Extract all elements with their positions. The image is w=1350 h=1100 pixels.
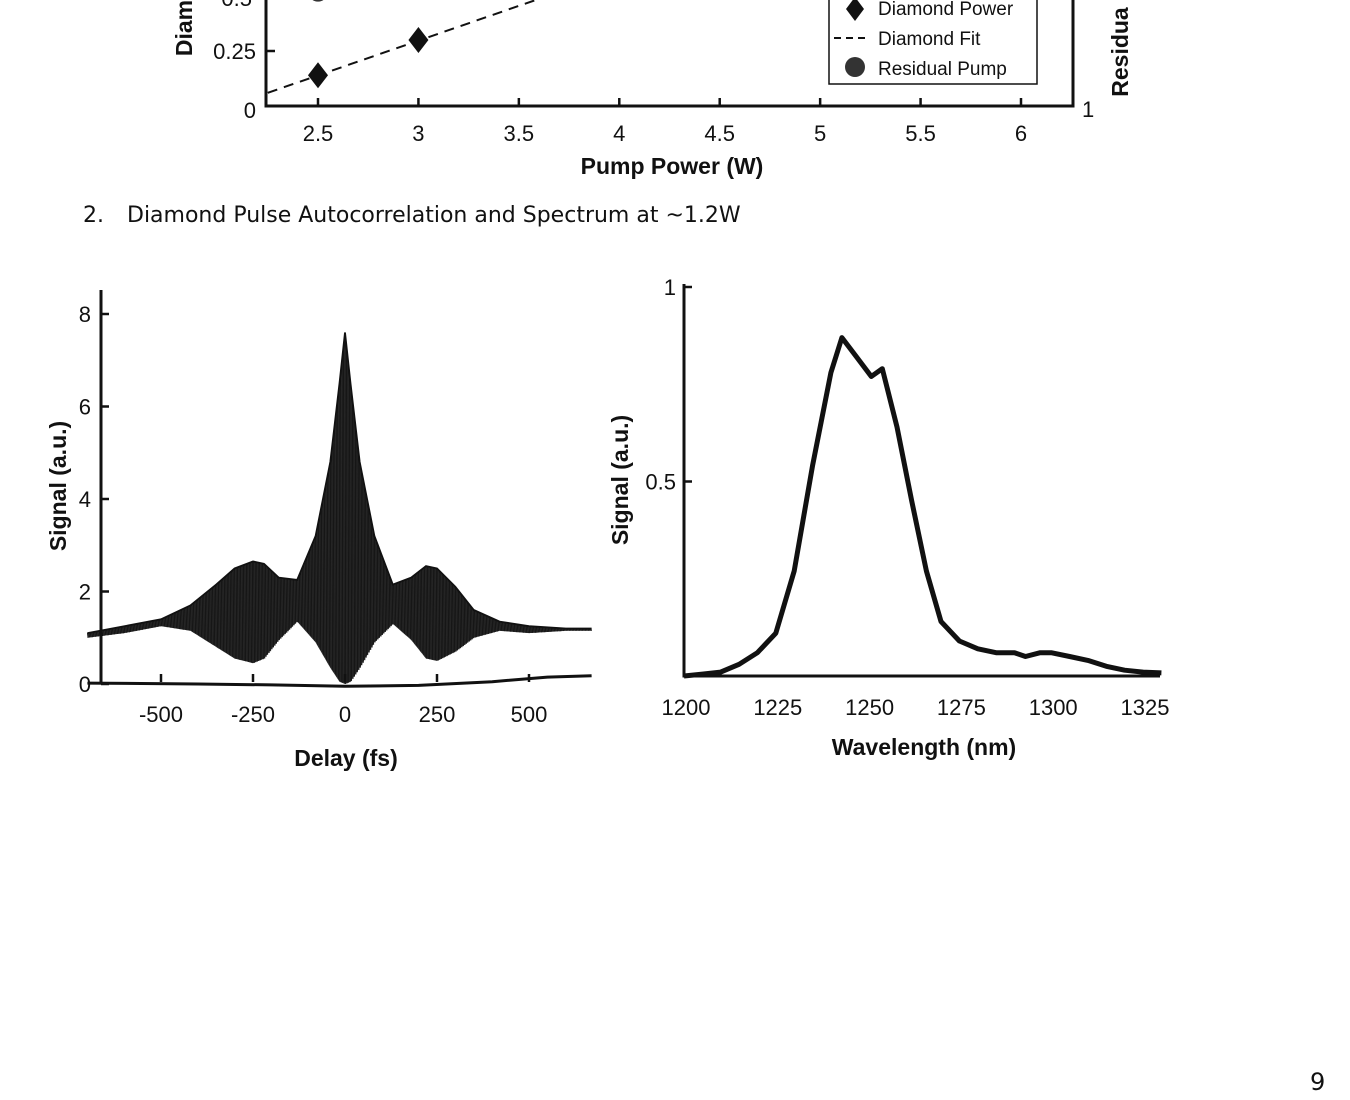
section-heading: 2. Diamond Pulse Autocorrelation and Spec… [83, 203, 741, 228]
ac-baseline-axis [87, 674, 592, 688]
top-xtick-label: 6 [1015, 121, 1027, 146]
spectrum-chart: 0.5 1 1200 1225 1250 1275 1300 1325 Signal (a.… [607, 275, 1169, 760]
top-left-ylabel: Diam [171, 0, 197, 56]
sp-xtick-label: 1250 [845, 695, 894, 720]
ac-xtick-label: -250 [231, 702, 275, 727]
ac-ytick-label: 6 [79, 395, 91, 420]
sp-axes [682, 284, 1160, 678]
top-axes-frame [264, 0, 1075, 108]
ac-xtick-label: 250 [419, 702, 456, 727]
ac-xlabel: Delay (fs) [294, 745, 398, 771]
residual-pump-point [312, 0, 324, 2]
top-right-ylabel: Residua [1107, 7, 1133, 97]
autocorrelation-chart: 0 2 4 6 8 -500 -250 0 250 500 Signal (a.u.) Dela… [45, 290, 592, 771]
sp-ylabel: Signal (a.u.) [607, 415, 633, 545]
ac-ytick-label: 4 [79, 487, 91, 512]
diamond-power-point [308, 62, 328, 89]
ac-xtick-label: -500 [139, 702, 183, 727]
sp-xtick-label: 1225 [753, 695, 802, 720]
top-xtick-label: 5.5 [905, 121, 936, 146]
ac-xtick-label: 0 [339, 702, 351, 727]
spectrum-line [683, 335, 1162, 679]
legend-circle-marker [845, 57, 865, 77]
top-xtick-label: 4.5 [704, 121, 735, 146]
top-xtick-label: 5 [814, 121, 826, 146]
ac-upper-envelope [87, 332, 592, 634]
top-ytick-05: 0.5 [221, 0, 252, 11]
power-scaling-chart: 2.5 3 3.5 4 4.5 5 5.5 6 Diam Residua 0.25 0 0.5… [171, 0, 1133, 179]
ac-ytick-label: 8 [79, 302, 91, 327]
top-xtick-label: 2.5 [303, 121, 334, 146]
legend-item-diamond-power: Diamond Power [878, 0, 1014, 20]
sp-ytick-label: 1 [664, 275, 676, 300]
legend-item-diamond-fit: Diamond Fit [878, 29, 981, 50]
section-number: 2. [83, 203, 104, 228]
sp-xtick-label: 1275 [937, 695, 986, 720]
legend: Diamond Power Diamond Fit Residual Pump [828, 0, 1038, 85]
top-xtick-label: 3.5 [504, 121, 535, 146]
top-xlabel: Pump Power (W) [581, 153, 764, 179]
ac-ytick-label: 2 [79, 580, 91, 605]
diamond-power-point [408, 27, 429, 53]
page-number: 9 [1310, 1068, 1326, 1096]
sp-xtick-label: 1325 [1121, 695, 1170, 720]
legend-item-residual-pump: Residual Pump [878, 59, 1007, 80]
sp-xlabel: Wavelength (nm) [832, 734, 1016, 760]
sp-xtick-label: 1200 [662, 695, 711, 720]
sp-xtick-label: 1300 [1029, 695, 1078, 720]
section-title: Diamond Pulse Autocorrelation and Spectr… [127, 203, 741, 228]
sp-ytick-label: 0.5 [645, 470, 676, 495]
legend-diamond-marker [846, 0, 864, 21]
ac-xtick-label: 500 [511, 702, 548, 727]
top-right-ytick-1: 1 [1082, 97, 1094, 122]
ac-ytick-label: 0 [79, 672, 91, 697]
top-xtick-label: 3 [412, 121, 424, 146]
top-ytick-0: 0 [244, 98, 256, 123]
ac-fringes [87, 332, 592, 685]
top-xtick-label: 4 [613, 121, 625, 146]
ac-ylabel: Signal (a.u.) [45, 421, 71, 551]
top-ytick-025: 0.25 [213, 39, 256, 64]
